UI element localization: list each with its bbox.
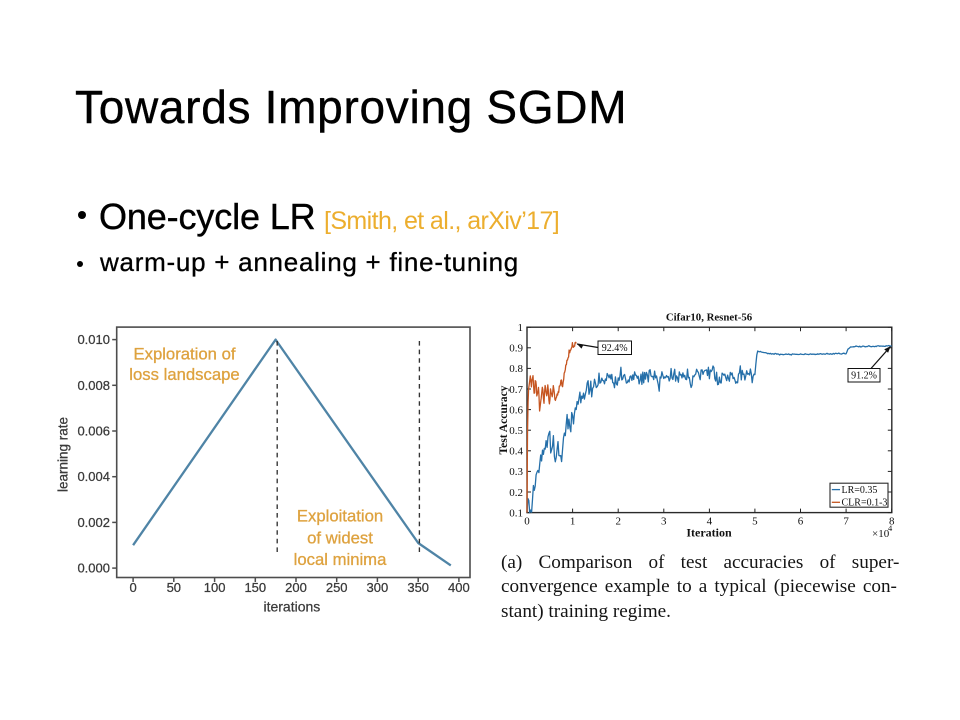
svg-text:3: 3 — [661, 516, 667, 528]
svg-text:0: 0 — [524, 516, 530, 528]
svg-text:Iteration: Iteration — [686, 526, 732, 540]
svg-text:5: 5 — [752, 516, 758, 528]
svg-text:50: 50 — [167, 580, 181, 595]
svg-text:0.9: 0.9 — [509, 343, 523, 355]
svg-text:0.8: 0.8 — [509, 363, 523, 375]
svg-text:150: 150 — [244, 580, 266, 595]
svg-text:0.010: 0.010 — [77, 332, 110, 347]
svg-text:300: 300 — [367, 580, 389, 595]
svg-text:0.1: 0.1 — [509, 507, 523, 519]
svg-text:4: 4 — [888, 523, 893, 533]
svg-text:of widest: of widest — [307, 529, 373, 548]
svg-text:0: 0 — [129, 580, 136, 595]
svg-text:iterations: iterations — [263, 599, 320, 615]
svg-text:350: 350 — [407, 580, 429, 595]
svg-text:×10: ×10 — [872, 528, 890, 540]
svg-text:0.6: 0.6 — [509, 404, 523, 416]
svg-text:0.7: 0.7 — [509, 384, 523, 396]
svg-text:92.4%: 92.4% — [602, 343, 628, 354]
svg-text:Test Accuracy: Test Accuracy — [498, 385, 510, 454]
svg-text:1: 1 — [518, 322, 524, 334]
svg-text:0.006: 0.006 — [77, 424, 110, 439]
svg-text:Cifar10, Resnet-56: Cifar10, Resnet-56 — [666, 312, 753, 324]
svg-text:local minima: local minima — [294, 550, 387, 569]
svg-text:4: 4 — [707, 516, 713, 528]
svg-text:100: 100 — [204, 580, 226, 595]
svg-text:200: 200 — [285, 580, 307, 595]
svg-text:400: 400 — [448, 580, 470, 595]
svg-text:0.008: 0.008 — [77, 378, 110, 393]
svg-text:learning rate: learning rate — [56, 417, 71, 492]
svg-text:LR=0.35: LR=0.35 — [842, 485, 878, 496]
svg-text:Exploration of: Exploration of — [133, 345, 235, 364]
svg-text:0.004: 0.004 — [77, 469, 110, 484]
svg-text:CLR=0.1-3: CLR=0.1-3 — [842, 498, 888, 509]
svg-text:0.4: 0.4 — [509, 446, 523, 458]
svg-text:0.3: 0.3 — [509, 466, 523, 478]
svg-text:2: 2 — [615, 516, 621, 528]
svg-text:91.2%: 91.2% — [851, 371, 877, 382]
svg-text:0.2: 0.2 — [509, 487, 523, 499]
svg-text:1: 1 — [570, 516, 576, 528]
svg-text:Exploitation: Exploitation — [297, 507, 383, 526]
svg-text:loss landscape: loss landscape — [129, 365, 239, 384]
svg-text:6: 6 — [798, 516, 804, 528]
svg-text:0.5: 0.5 — [509, 425, 523, 437]
svg-text:250: 250 — [326, 580, 348, 595]
svg-text:0.000: 0.000 — [77, 561, 110, 576]
svg-text:0.002: 0.002 — [77, 515, 110, 530]
svg-text:7: 7 — [843, 516, 849, 528]
svg-text:8: 8 — [889, 516, 895, 528]
